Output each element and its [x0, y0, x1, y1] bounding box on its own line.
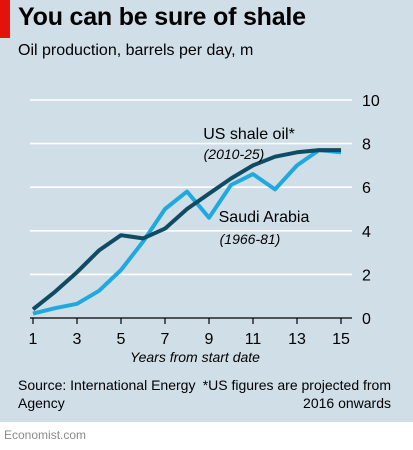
y-tick-label-6: 6: [362, 180, 371, 197]
x-tick-label-1: 1: [29, 331, 38, 348]
x-axis-ticks: 1 3 5 7 9 11 13 15: [29, 318, 350, 348]
chart-subtitle: Oil production, barrels per day, m: [18, 42, 254, 59]
y-axis-ticks: 0 2 4 6 8 10: [362, 93, 380, 328]
footnote: *US figures are projected from 2016 onwa…: [202, 377, 391, 411]
y-tick-label-2: 2: [362, 267, 371, 284]
series-line-saudi-arabia: [32, 148, 342, 316]
series-labels: US shale oil* (2010-25) Saudi Arabia (19…: [203, 126, 309, 247]
x-tick-label-3: 3: [73, 331, 82, 348]
y-tick-label-4: 4: [362, 224, 371, 241]
chart-title: You can be sure of shale: [18, 3, 306, 31]
x-tick-label-7: 7: [161, 331, 170, 348]
x-axis-label: Years from start date: [130, 349, 260, 365]
gridlines: [30, 99, 352, 319]
x-tick-label-9: 9: [205, 331, 214, 348]
x-tick-label-13: 13: [288, 331, 306, 348]
x-tick-label-11: 11: [245, 331, 262, 348]
brand-label: Economist.com: [4, 428, 87, 442]
chart-panel: [0, 0, 413, 422]
source-note: Source: International Energy Agency: [18, 377, 196, 411]
y-tick-label-8: 8: [362, 137, 371, 154]
series-lines: [31, 148, 342, 316]
series-note-us-shale: (2010-25): [204, 146, 265, 162]
x-tick-label-5: 5: [117, 331, 126, 348]
series-label-us-shale: US shale oil*: [203, 126, 295, 143]
series-note-saudi: (1966-81): [220, 231, 281, 247]
series-line-us-shale: [31, 148, 341, 311]
series-label-saudi: Saudi Arabia: [219, 209, 310, 226]
y-tick-label-10: 10: [362, 93, 380, 110]
brand-red-tab: [0, 0, 10, 38]
y-tick-label-0: 0: [362, 311, 371, 328]
x-tick-label-15: 15: [332, 331, 350, 348]
